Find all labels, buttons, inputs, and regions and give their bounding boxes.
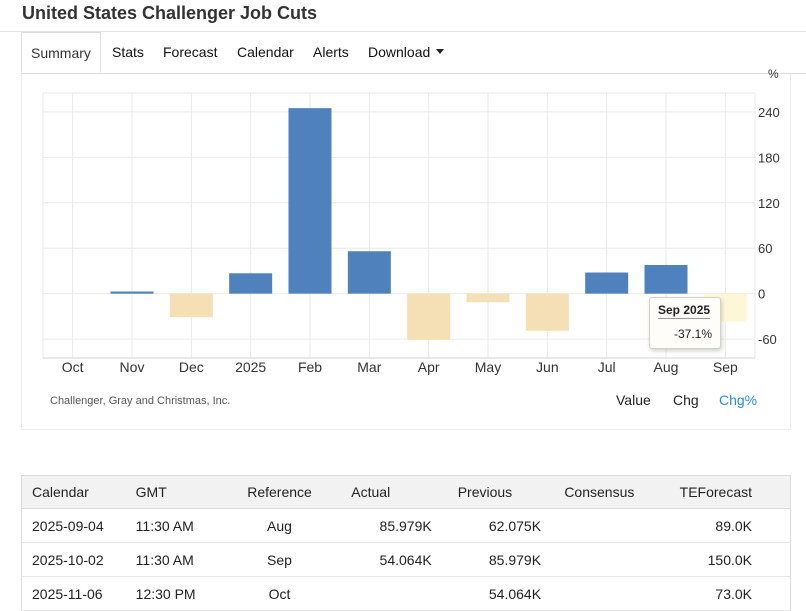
tab-calendar[interactable]: Calendar xyxy=(237,44,294,60)
cell-teforecast: 150.0K xyxy=(651,542,791,577)
table-row: 2025-11-06 12:30 PM Oct 54.064K 73.0K xyxy=(20,576,791,611)
mode-chg-percent-button[interactable]: Chg% xyxy=(719,392,758,408)
cell-consensus xyxy=(547,542,652,577)
bar-feb xyxy=(288,108,332,294)
x-tick-label: Oct xyxy=(62,359,84,375)
page-title: United States Challenger Job Cuts xyxy=(22,3,318,23)
cell-previous: 85.979K xyxy=(437,542,548,577)
cell-date: 2025-10-02 xyxy=(20,542,135,577)
bar-nov xyxy=(110,291,154,294)
bar-jul xyxy=(585,272,629,294)
tab-summary[interactable]: Summary xyxy=(21,32,101,73)
cell-reference: Sep xyxy=(227,542,332,577)
cell-actual xyxy=(331,576,438,611)
bar-chart: 240 180 120 60 0 -60% Oct Nov Dec 2025 Feb Mar Apr Ma… xyxy=(42,67,780,375)
col-teforecast: TEForecast xyxy=(651,475,791,509)
x-tick-label: Nov xyxy=(120,359,145,375)
bar-2025 xyxy=(229,273,273,294)
cell-date: 2025-09-04 xyxy=(20,508,135,543)
x-tick-label: May xyxy=(475,359,501,375)
cell-actual: 54.064K xyxy=(331,542,438,577)
bar-dec xyxy=(169,293,213,318)
y-tick-label: 120 xyxy=(758,196,780,211)
tab-stats[interactable]: Stats xyxy=(112,44,144,60)
y-tick-label: 0 xyxy=(758,287,765,302)
cell-time: 12:30 PM xyxy=(134,576,228,611)
cell-teforecast: 89.0K xyxy=(651,508,791,543)
table-row: 2025-09-04 11:30 AM Aug 85.979K 62.075K … xyxy=(20,508,791,543)
cell-teforecast: 73.0K xyxy=(651,576,791,611)
cell-previous: 54.064K xyxy=(437,576,548,611)
cell-reference: Oct xyxy=(227,576,332,611)
bar-jun xyxy=(525,293,569,331)
chart-panel xyxy=(21,74,791,430)
calendar-header-row: Calendar GMT Reference Actual Previous C… xyxy=(20,475,791,509)
tab-download-label: Download xyxy=(368,44,431,60)
col-consensus: Consensus xyxy=(547,475,652,509)
cell-time: 11:30 AM xyxy=(134,542,228,577)
mode-value-button[interactable]: Value xyxy=(616,392,651,408)
col-reference: Reference xyxy=(227,475,332,509)
chevron-down-icon xyxy=(436,48,445,54)
col-previous: Previous xyxy=(437,475,548,509)
chart-source: Challenger, Gray and Christmas, Inc. xyxy=(50,395,231,407)
x-tick-label: Mar xyxy=(357,359,381,375)
y-tick-label: 60 xyxy=(758,241,772,256)
x-tick-label: Feb xyxy=(298,359,322,375)
x-tick-label: Dec xyxy=(179,359,204,375)
bar-aug xyxy=(644,265,688,294)
x-tick-label: Jul xyxy=(598,359,616,375)
y-tick-label: 240 xyxy=(758,105,780,120)
mode-chg-button[interactable]: Chg xyxy=(673,392,699,408)
bar-may xyxy=(466,293,510,303)
title-divider xyxy=(0,31,806,32)
x-tick-label: Apr xyxy=(418,359,440,375)
cell-actual: 85.979K xyxy=(331,508,438,543)
col-actual: Actual xyxy=(331,475,438,509)
cell-consensus xyxy=(547,576,652,611)
calendar-table: Calendar GMT Reference Actual Previous C… xyxy=(20,475,791,611)
y-tick-label: -60 xyxy=(758,332,777,347)
tooltip-value: -37.1% xyxy=(673,327,712,341)
tab-download[interactable]: Download xyxy=(368,32,445,72)
cell-time: 11:30 AM xyxy=(134,508,228,543)
x-tick-label: Aug xyxy=(654,359,679,375)
col-gmt: GMT xyxy=(134,475,228,509)
tooltip-date: Sep 2025 xyxy=(658,303,711,319)
bar-apr xyxy=(407,293,451,340)
x-tick-label: Jun xyxy=(536,359,559,375)
cell-consensus xyxy=(547,508,652,543)
cell-reference: Aug xyxy=(227,508,332,543)
cell-previous: 62.075K xyxy=(437,508,548,543)
cell-date: 2025-11-06 xyxy=(20,576,135,611)
y-tick-label: 180 xyxy=(758,150,780,165)
tab-alerts[interactable]: Alerts xyxy=(313,44,349,60)
x-tick-label: Sep xyxy=(713,359,738,375)
tab-forecast[interactable]: Forecast xyxy=(163,44,218,60)
x-tick-label: 2025 xyxy=(235,359,266,375)
col-calendar: Calendar xyxy=(20,475,135,509)
tab-bar: Summary Stats Forecast Calendar Alerts D… xyxy=(21,32,806,74)
y-unit-label: % xyxy=(768,67,779,81)
chart-tooltip: Sep 2025 -37.1% xyxy=(649,297,721,349)
table-row: 2025-10-02 11:30 AM Sep 54.064K 85.979K … xyxy=(20,542,791,577)
bar-mar xyxy=(347,251,391,294)
